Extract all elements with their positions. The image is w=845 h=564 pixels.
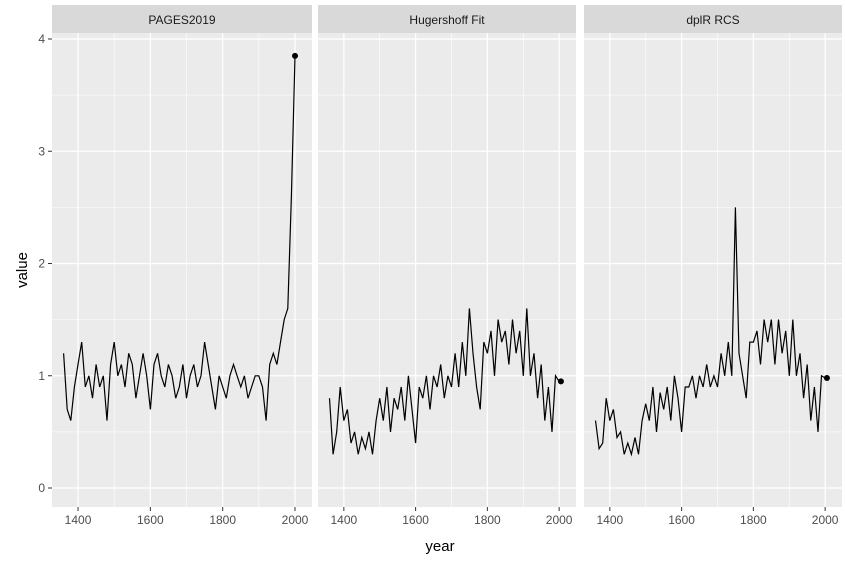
x-tick-label: 1800 [740,513,767,527]
facet-strip [52,5,312,33]
x-tick-label: 1800 [209,513,236,527]
facet-panel-0: PAGES2019 1400 1600 1800 2000 [52,5,312,527]
panel-background [52,33,312,507]
facet-strip [584,5,842,33]
x-tick-label: 1400 [330,513,357,527]
y-tick-label: 4 [38,32,45,46]
y-tick-label: 3 [38,144,45,158]
facet-strip-label: dplR RCS [686,13,739,27]
x-tick-label: 2000 [812,513,839,527]
y-axis-label: value [14,252,31,288]
x-tick-label: 1400 [596,513,623,527]
end-point-marker [823,374,830,381]
series-line-0 [63,55,296,421]
x-tick-label: 2000 [546,513,573,527]
series-line-1 [328,308,560,455]
x-tick-label: 1600 [668,513,695,527]
x-tick-label: 1400 [65,513,92,527]
end-point-marker [292,52,299,59]
x-axis-label: year [425,538,454,555]
panel-background [584,33,842,507]
y-tick-label: 1 [38,369,45,383]
x-tick-label: 1800 [474,513,501,527]
panel-background [318,33,576,507]
facet-strip [318,5,576,33]
facet-panel-2: dplR RCS 1400 1600 1800 2000 [584,5,842,527]
y-tick-label: 0 [38,481,45,495]
y-tick-label: 2 [38,257,45,271]
end-point-marker [557,378,564,385]
x-tick-label: 1600 [402,513,429,527]
series-line-2 [594,207,826,457]
facet-strip-label: PAGES2019 [148,13,215,27]
x-tick-label: 1600 [137,513,164,527]
facet-strip-label: Hugershoff Fit [409,13,485,27]
x-tick-label: 2000 [282,513,309,527]
facet-panel-1: Hugershoff Fit 1400 1600 1800 2000 [318,5,576,527]
